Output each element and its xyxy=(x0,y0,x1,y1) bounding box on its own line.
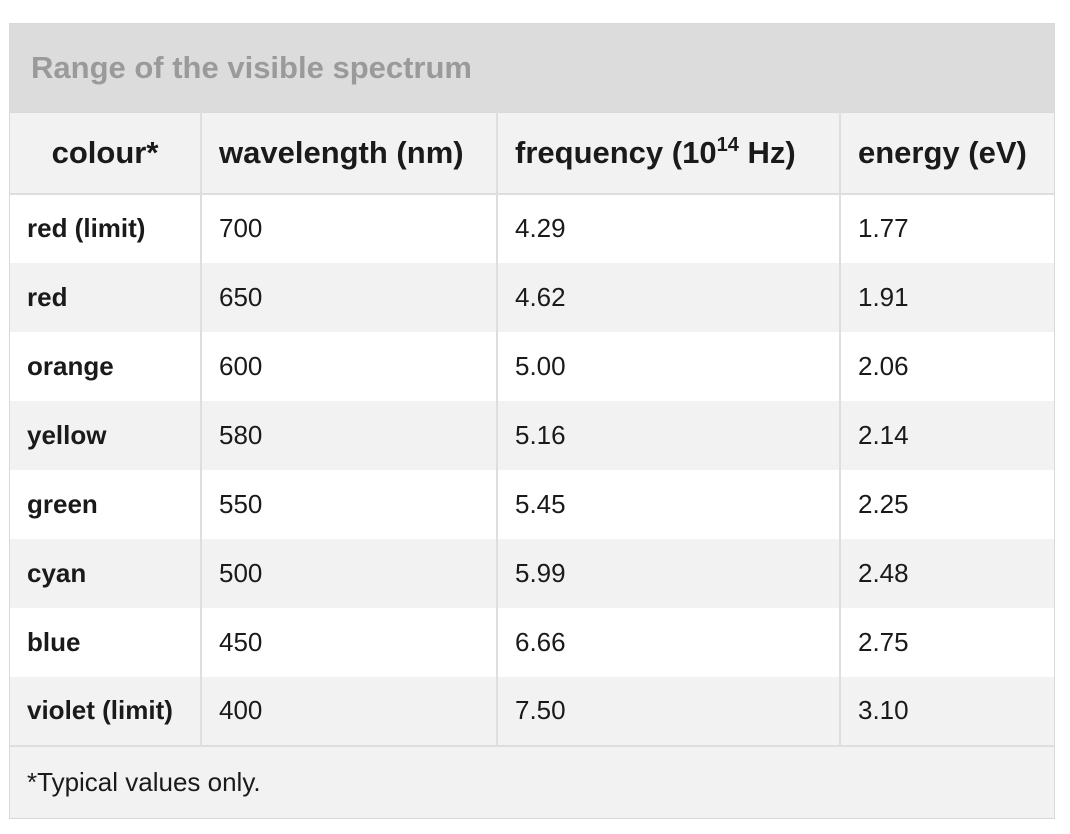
cell-colour: cyan xyxy=(10,538,202,608)
frequency-header-prefix: frequency (10 xyxy=(515,134,717,170)
cell-colour: orange xyxy=(10,331,202,401)
footnote-row: *Typical values only. xyxy=(10,744,1054,818)
cell-wavelength: 450 xyxy=(201,607,498,677)
cell-colour: yellow xyxy=(10,400,202,470)
table-row: cyan 500 5.99 2.48 xyxy=(10,538,1054,608)
cell-frequency: 4.29 xyxy=(497,193,841,263)
cell-wavelength: 550 xyxy=(201,469,498,539)
cell-energy: 2.06 xyxy=(840,331,1054,401)
cell-frequency: 7.50 xyxy=(497,676,841,746)
cell-energy: 2.48 xyxy=(840,538,1054,608)
table-row: blue 450 6.66 2.75 xyxy=(10,607,1054,677)
cell-energy: 3.10 xyxy=(840,676,1054,746)
cell-colour: violet (limit) xyxy=(10,676,202,746)
table-row: red (limit) 700 4.29 1.77 xyxy=(10,193,1054,263)
cell-frequency: 4.62 xyxy=(497,262,841,332)
cell-energy: 2.14 xyxy=(840,400,1054,470)
column-header-energy: energy (eV) xyxy=(840,112,1054,195)
cell-energy: 2.75 xyxy=(840,607,1054,677)
frequency-header-exponent: 14 xyxy=(716,133,739,156)
table-footnote: *Typical values only. xyxy=(10,744,1054,818)
cell-frequency: 6.66 xyxy=(497,607,841,677)
column-header-wavelength: wavelength (nm) xyxy=(201,112,498,195)
cell-wavelength: 400 xyxy=(201,676,498,746)
table-row: red 650 4.62 1.91 xyxy=(10,262,1054,332)
cell-wavelength: 580 xyxy=(201,400,498,470)
cell-energy: 1.91 xyxy=(840,262,1054,332)
cell-wavelength: 650 xyxy=(201,262,498,332)
table-row: green 550 5.45 2.25 xyxy=(10,469,1054,539)
cell-frequency: 5.00 xyxy=(497,331,841,401)
table-row: violet (limit) 400 7.50 3.10 xyxy=(10,676,1054,746)
cell-frequency: 5.16 xyxy=(497,400,841,470)
data-table: colour* wavelength (nm) frequency (1014 … xyxy=(10,112,1054,818)
spectrum-table: Range of the visible spectrum colour* wa… xyxy=(9,23,1055,819)
column-header-colour: colour* xyxy=(10,112,202,195)
cell-colour: red (limit) xyxy=(10,193,202,263)
table-row: yellow 580 5.16 2.14 xyxy=(10,400,1054,470)
cell-colour: red xyxy=(10,262,202,332)
cell-wavelength: 500 xyxy=(201,538,498,608)
cell-colour: green xyxy=(10,469,202,539)
table-row: orange 600 5.00 2.06 xyxy=(10,331,1054,401)
header-row: colour* wavelength (nm) frequency (1014 … xyxy=(10,112,1054,195)
frequency-header-suffix: Hz) xyxy=(738,134,796,170)
column-header-frequency: frequency (1014 Hz) xyxy=(497,112,841,195)
cell-frequency: 5.99 xyxy=(497,538,841,608)
table-caption: Range of the visible spectrum xyxy=(10,24,1054,112)
cell-energy: 1.77 xyxy=(840,193,1054,263)
cell-energy: 2.25 xyxy=(840,469,1054,539)
cell-wavelength: 600 xyxy=(201,331,498,401)
cell-frequency: 5.45 xyxy=(497,469,841,539)
cell-wavelength: 700 xyxy=(201,193,498,263)
cell-colour: blue xyxy=(10,607,202,677)
